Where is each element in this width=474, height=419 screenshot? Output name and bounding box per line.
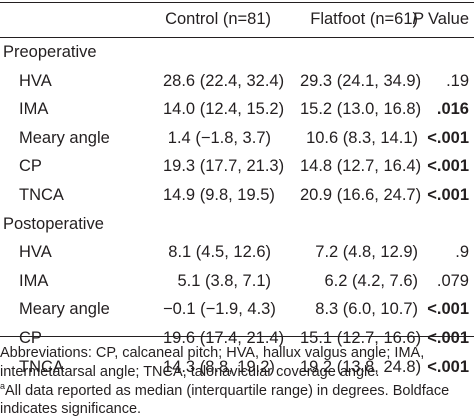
control-value: −0.1 (−1.9, 4.3): [163, 300, 276, 319]
flatfoot-value: 10.6 (8.3, 14.1): [306, 128, 418, 147]
control-value: 1.4 (−1.8, 3.7): [167, 128, 271, 147]
note-line-1: aAll data reported as median (interquart…: [0, 382, 474, 401]
flatfoot-value: 14.8 (12.7, 16.4): [300, 157, 422, 176]
control-value: 14.3 (8.8, 19.2): [163, 357, 275, 376]
control-value: 8.1 (4.5, 12.6): [168, 243, 271, 262]
p-value-suffix: Value: [423, 10, 469, 28]
flatfoot-value: 29.3 (24.1, 34.9): [300, 71, 422, 90]
section-title: Preoperative: [3, 43, 97, 61]
row-label: Meary angle: [19, 300, 110, 319]
section-title: Postoperative: [3, 214, 104, 233]
p-value: <.001: [427, 357, 469, 376]
control-value: 28.6 (22.4, 32.4): [163, 71, 285, 90]
p-value: <.001: [427, 186, 469, 204]
p-value: .9: [455, 243, 469, 262]
column-header-flatfoot: Flatfoot (n=61): [310, 10, 418, 28]
p-value: .079: [436, 271, 469, 290]
p-value: <.001: [427, 157, 469, 176]
column-header-p-value: P Value: [408, 9, 469, 29]
row-label: IMA: [19, 100, 49, 119]
control-value: 14.9 (9.8, 19.5): [163, 186, 275, 204]
row-label: TNCA: [19, 357, 64, 376]
column-header-control: Control (n=81): [165, 10, 271, 28]
row-label: CP: [19, 329, 42, 347]
row-label: CP: [19, 157, 42, 176]
flatfoot-value: 15.1 (12.7, 16.6): [300, 329, 422, 347]
row-label: HVA: [19, 71, 52, 90]
control-value: 19.3 (17.7, 21.3): [163, 157, 285, 176]
p-value: .19: [446, 71, 469, 90]
table-top-rule: [0, 2, 474, 3]
note-line-2: indicates significance.: [0, 401, 142, 417]
footnote-marker: a: [0, 381, 6, 392]
flatfoot-value: 8.3 (6.0, 10.7): [315, 300, 418, 319]
control-value: 5.1 (3.8, 7.1): [177, 271, 271, 290]
p-italic: P: [412, 10, 424, 28]
flatfoot-value: 7.2 (4.8, 12.9): [315, 243, 418, 262]
abbreviations-line-1: Abbreviations: CP, calcaneal pitch; HVA,…: [0, 345, 425, 361]
note-text: All data reported as median (interquarti…: [5, 383, 450, 399]
flatfoot-value: 20.9 (16.6, 24.7): [300, 186, 422, 204]
row-label: IMA: [19, 271, 49, 290]
p-value: .016: [436, 100, 469, 119]
p-value: <.001: [427, 329, 469, 347]
row-label: TNCA: [19, 186, 64, 204]
flatfoot-value: 19.2 (13.8, 24.8): [300, 357, 422, 376]
table-bottom-rule: [0, 336, 474, 337]
control-value: 14.0 (12.4, 15.2): [163, 100, 285, 119]
flatfoot-value: 6.2 (4.2, 7.6): [324, 271, 418, 290]
control-value: 19.6 (17.4, 21.4): [163, 329, 285, 347]
p-value: <.001: [427, 300, 469, 319]
p-value: <.001: [427, 128, 469, 147]
header-rule: [0, 37, 474, 38]
row-label: Meary angle: [19, 128, 110, 147]
abbreviations-line-2: intermetatarsal angle; TNCA, talonavicul…: [0, 364, 380, 380]
flatfoot-value: 15.2 (13.0, 16.8): [300, 100, 422, 119]
row-label: HVA: [19, 243, 52, 262]
